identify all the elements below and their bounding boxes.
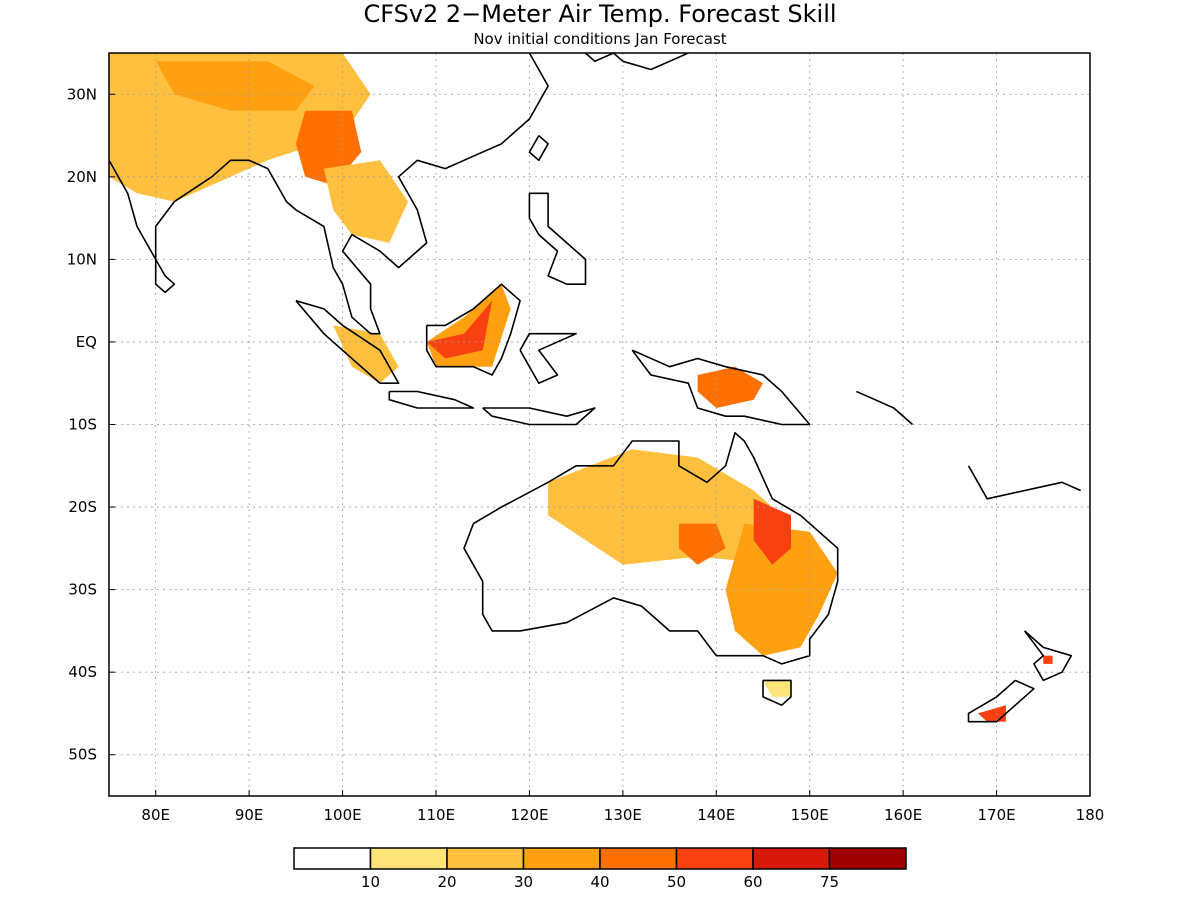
skill-region-11 xyxy=(678,523,726,565)
lon-tick-label: 160E xyxy=(884,806,922,824)
colorbar-label: 40 xyxy=(590,873,609,891)
coastline-16 xyxy=(856,390,914,426)
coastline-15 xyxy=(967,679,1035,723)
colorbar-swatch xyxy=(446,847,525,870)
coastline-7 xyxy=(482,407,596,426)
skill-region-10 xyxy=(753,498,791,565)
coastline-1 xyxy=(154,259,176,294)
colorbar-label: 10 xyxy=(361,873,380,891)
coastline-9 xyxy=(519,332,577,385)
coastline-3 xyxy=(584,53,689,71)
lat-tick-label: EQ xyxy=(76,333,97,351)
skill-region-7 xyxy=(697,366,763,408)
lon-tick-label: 80E xyxy=(141,806,170,824)
lat-tick-label: 30N xyxy=(67,85,97,103)
skill-region-14 xyxy=(1043,655,1053,664)
lon-tick-label: 170E xyxy=(978,806,1016,824)
lon-tick-label: 90E xyxy=(235,806,264,824)
lat-tick-label: 10S xyxy=(68,416,97,434)
skill-region-6 xyxy=(426,300,493,359)
colorbar-swatch xyxy=(369,847,448,870)
colorbar-swatch xyxy=(522,847,601,870)
lon-tick-label: 100E xyxy=(324,806,362,824)
lon-tick-label: 110E xyxy=(417,806,455,824)
colorbar-label: 50 xyxy=(667,873,686,891)
lon-tick-label: 140E xyxy=(697,806,735,824)
colorbar: 10 20 30 40 50 60 75 xyxy=(293,847,907,891)
colorbar-label: 60 xyxy=(743,873,762,891)
longitude-ticks: 80E 90E 100E 110E 120E 130E 140E 150E 160E 170E 18… xyxy=(141,790,1104,824)
map-title: CFSv2 2−Meter Air Temp. Forecast Skill xyxy=(363,0,836,28)
colorbar-label: 30 xyxy=(514,873,533,891)
colorbar-swatch xyxy=(752,847,831,870)
coastline-4 xyxy=(528,134,549,162)
skill-region-3 xyxy=(323,160,408,243)
skill-shading-layer xyxy=(109,53,1053,722)
colorbar-swatch xyxy=(675,847,754,870)
colorbar-swatch xyxy=(828,847,907,870)
lat-tick-label: 10N xyxy=(67,250,97,268)
coastline-10 xyxy=(528,192,587,286)
colorbar-swatch xyxy=(599,847,678,870)
coastline-11 xyxy=(631,349,811,426)
lon-tick-label: 150E xyxy=(791,806,829,824)
skill-region-13 xyxy=(977,705,1006,722)
coastline-14 xyxy=(1023,630,1073,682)
colorbar-label: 75 xyxy=(820,873,839,891)
lat-tick-label: 50S xyxy=(68,746,97,764)
colorbar-label: 20 xyxy=(437,873,456,891)
lat-tick-label: 20N xyxy=(67,168,97,186)
coastline-17 xyxy=(967,465,1082,500)
coastline-0 xyxy=(109,159,297,261)
lat-tick-label: 20S xyxy=(68,498,97,516)
skill-region-4 xyxy=(333,325,399,384)
latitude-ticks: 30N 20N 10N EQ 10S 20S 30S 40S 50S xyxy=(67,85,115,764)
coastline-8 xyxy=(425,283,521,376)
coastline-13 xyxy=(762,679,792,707)
lon-tick-label: 180 xyxy=(1076,806,1105,824)
lon-tick-label: 120E xyxy=(510,806,548,824)
coastline-6 xyxy=(388,390,475,409)
lon-tick-label: 130E xyxy=(604,806,642,824)
grid-lines xyxy=(109,53,1090,796)
coastline-5 xyxy=(295,299,400,385)
skill-region-8 xyxy=(548,449,791,565)
map-subtitle: Nov initial conditions Jan Forecast xyxy=(473,30,726,48)
coastlines-layer xyxy=(109,53,1082,723)
skill-region-1 xyxy=(155,61,315,111)
lat-tick-label: 30S xyxy=(68,581,97,599)
coastline-2 xyxy=(295,53,549,335)
skill-region-12 xyxy=(763,680,791,697)
colorbar-swatch xyxy=(293,847,372,870)
lat-tick-label: 40S xyxy=(68,663,97,681)
coastline-12 xyxy=(463,431,839,665)
